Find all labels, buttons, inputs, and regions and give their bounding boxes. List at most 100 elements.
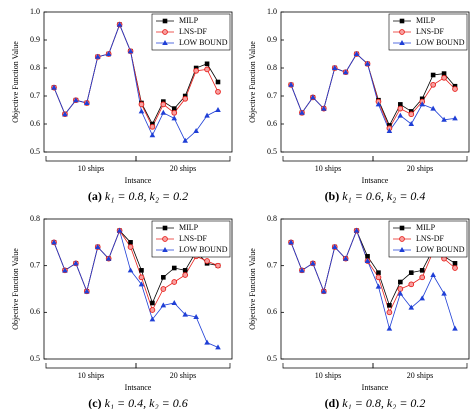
point <box>441 116 447 122</box>
legend-label: MILP <box>416 16 436 25</box>
point <box>365 254 370 259</box>
point <box>441 71 447 76</box>
point <box>204 66 210 73</box>
point <box>171 279 178 285</box>
point <box>149 123 156 130</box>
point <box>387 303 392 308</box>
legend-label: MILP <box>416 223 436 232</box>
point <box>408 111 415 118</box>
point <box>62 111 68 117</box>
point <box>128 240 133 245</box>
point <box>288 81 294 87</box>
point <box>149 316 156 322</box>
point <box>149 132 156 138</box>
legend-label: LOW BOUND <box>179 38 228 47</box>
point <box>310 260 316 266</box>
group-bracket <box>372 363 468 369</box>
point <box>452 115 458 121</box>
legend-label: MILP <box>179 16 199 25</box>
point <box>138 281 145 287</box>
series-line <box>53 229 219 348</box>
y-tick-label: 0.5 <box>267 147 277 156</box>
caption-label: (a) <box>88 189 102 203</box>
legend-marker <box>399 18 405 24</box>
point <box>84 288 90 294</box>
y-axis-label: Objective Function Value <box>11 248 20 330</box>
point <box>408 121 415 126</box>
series-line <box>290 53 456 130</box>
y-tick-label: 0.6 <box>30 307 40 316</box>
group-label: 20 ships <box>170 371 196 380</box>
point <box>215 107 221 112</box>
point <box>73 97 79 103</box>
plot-frame <box>280 218 470 360</box>
legend-label: LNS-DF <box>179 234 208 243</box>
point <box>342 255 349 261</box>
point <box>127 244 134 250</box>
point <box>182 268 188 273</box>
point <box>364 60 371 66</box>
point <box>419 274 426 281</box>
y-tick-label: 0.8 <box>30 214 40 223</box>
point <box>375 101 382 107</box>
point <box>353 51 360 56</box>
point <box>51 239 57 245</box>
x-axis-label: Intsance <box>362 383 389 392</box>
group-bracket <box>45 363 137 369</box>
point <box>397 105 404 112</box>
point <box>375 274 382 281</box>
legend-marker <box>162 225 168 231</box>
point <box>310 94 316 100</box>
legend-label: LOW BOUND <box>416 245 465 254</box>
group-bracket <box>135 156 231 162</box>
point <box>331 65 338 70</box>
point <box>386 309 393 316</box>
caption-label: (c) <box>88 396 101 409</box>
group-bracket <box>282 363 374 369</box>
point <box>171 106 177 111</box>
point <box>204 61 210 67</box>
group-bracket <box>372 156 468 162</box>
point <box>288 239 294 245</box>
x-axis-label: Intsance <box>125 383 152 392</box>
legend-marker <box>399 225 405 231</box>
legend-marker <box>162 247 168 252</box>
y-tick-label: 1.0 <box>30 7 40 16</box>
caption: (d) k₁ = 0.8, k₂ = 0.2 <box>325 396 426 409</box>
point <box>150 300 155 306</box>
point <box>193 67 199 74</box>
legend-label: LOW BOUND <box>179 245 228 254</box>
point <box>182 272 189 278</box>
group-bracket <box>282 156 374 162</box>
point <box>452 265 458 271</box>
legend-marker <box>162 18 168 24</box>
point <box>161 275 166 280</box>
point <box>139 268 144 273</box>
point <box>127 48 134 54</box>
panel: 0.5 0.6 0.7 0.8 Objective Function Value 10 s… <box>11 214 233 409</box>
point <box>398 279 403 285</box>
y-tick-label: 0.7 <box>30 260 40 269</box>
plot-frame <box>43 218 233 360</box>
group-label: 20 ships <box>407 371 433 380</box>
y-tick-label: 0.7 <box>267 91 277 100</box>
point <box>430 72 436 78</box>
point <box>94 244 101 249</box>
point <box>386 128 393 133</box>
y-tick-label: 0.6 <box>30 119 40 128</box>
point <box>204 112 210 118</box>
point <box>386 325 393 331</box>
group-label: 10 ships <box>315 164 341 173</box>
point <box>430 272 436 277</box>
point <box>299 109 305 115</box>
point <box>375 283 382 289</box>
plot-frame <box>43 11 233 153</box>
panel: 0.5 0.6 0.7 0.8 0.9 1.0 Objective Function Val… <box>248 7 470 203</box>
y-tick-label: 0.5 <box>30 354 40 363</box>
y-tick-label: 0.7 <box>267 260 277 269</box>
series-line <box>290 53 456 132</box>
point <box>331 244 338 249</box>
point <box>430 81 436 88</box>
point <box>73 260 79 266</box>
point <box>138 101 145 108</box>
